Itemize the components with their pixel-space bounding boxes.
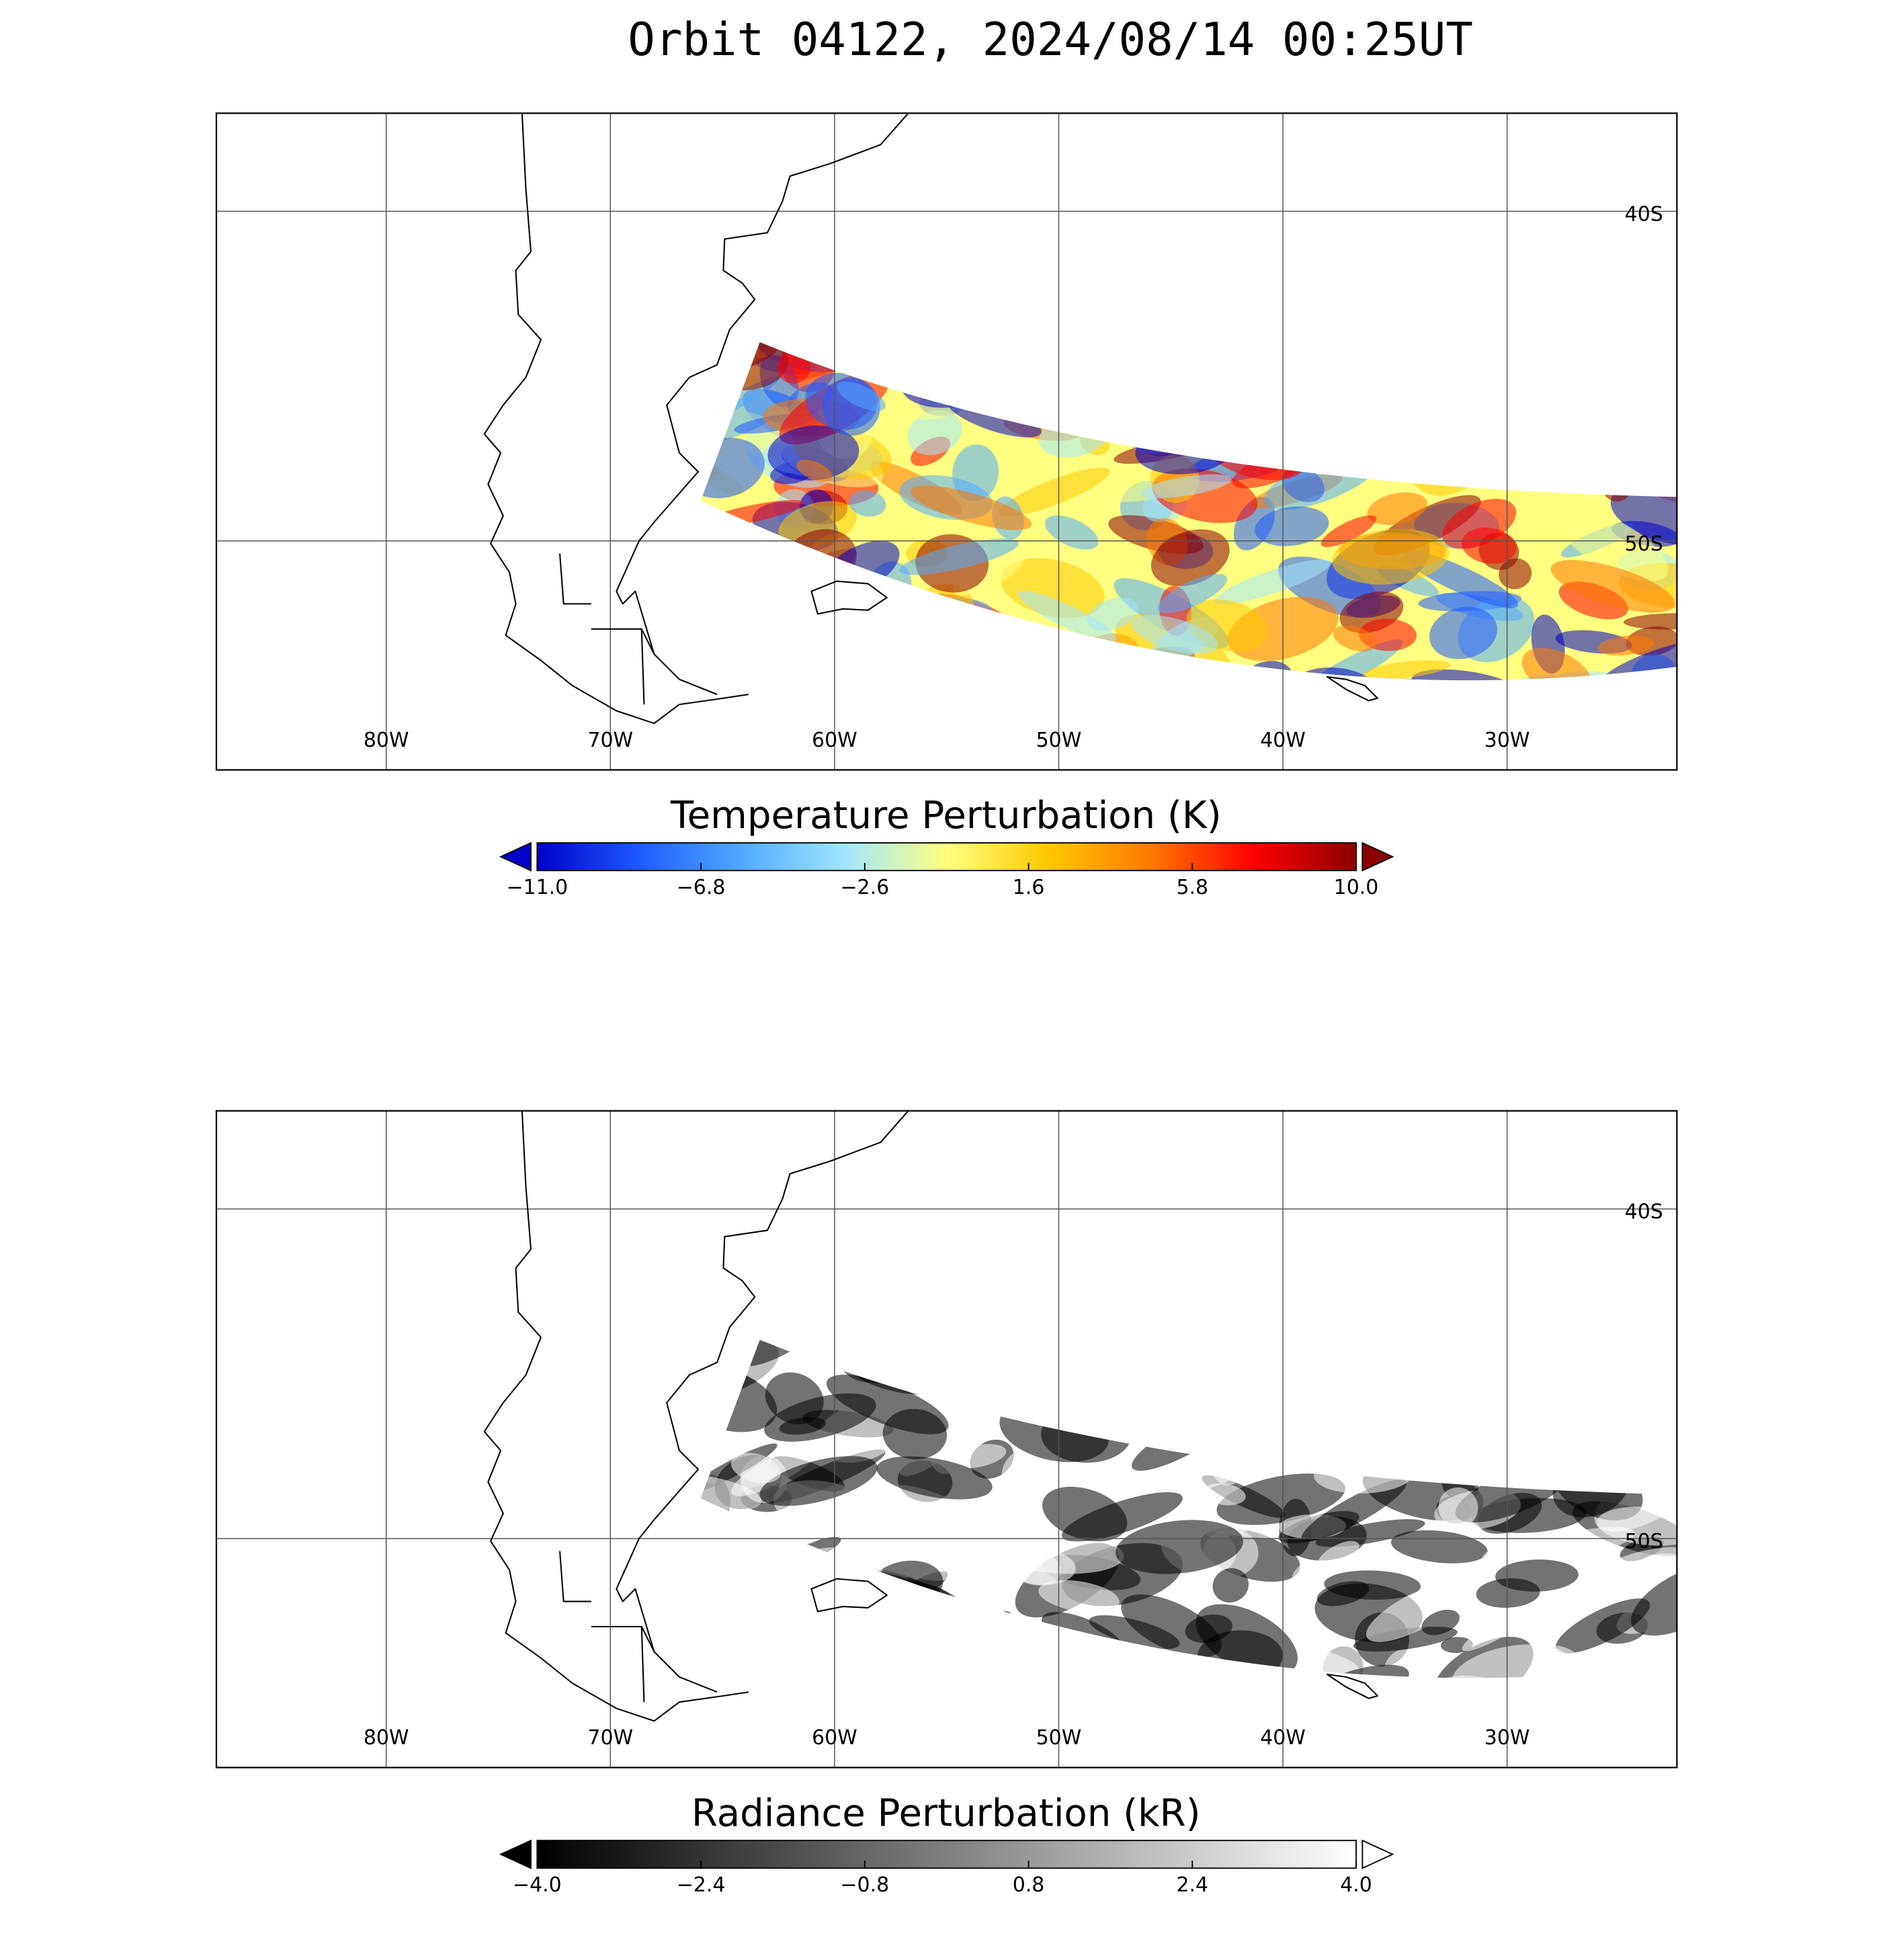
map-panel: 80W 70W 60W 50W 40W 30W 40S 50S Temperature Pert… [215,112,1678,899]
colorbar-extend-high [1361,1839,1394,1869]
lon-label: 30W [1484,729,1530,752]
colorbar-title: Temperature Perturbation (K) [670,794,1222,838]
figure-title: Orbit 04122, 2024/08/14 00:25UT [628,13,1473,66]
lon-label: 80W [364,729,409,752]
lon-label: 40W [1260,729,1306,752]
lon-label: 70W [587,1726,633,1750]
colorbar-tick-label: 0.8 [1013,1873,1045,1897]
colorbar-title: Radiance Perturbation (kR) [691,1791,1201,1835]
map-frame [215,112,1678,771]
lon-label: 60W [812,729,857,752]
lon-label: 70W [587,729,633,752]
lat-label: 50S [1625,1530,1663,1553]
colorbar-extend-low [499,842,532,872]
coastline [483,1110,1378,1722]
colorbar-tick-label: 2.4 [1176,1873,1208,1897]
colorbar [536,1840,1357,1869]
lat-label: 40S [1625,203,1663,227]
colorbar-tick-label: −6.8 [677,876,726,899]
colorbar-tick-label: 10.0 [1334,876,1379,899]
colorbar-tick-label: −4.0 [513,1873,562,1897]
swath [700,1340,1677,1678]
lon-label: 50W [1036,729,1082,752]
colorbar-tick-label: 4.0 [1340,1873,1372,1897]
map-panel: 80W 70W 60W 50W 40W 30W 40S 50S Radiance Perturb… [215,1110,1678,1897]
lat-label: 50S [1625,532,1663,556]
colorbar-tick-label: 5.8 [1176,876,1208,899]
colorbar-tick-label: 1.6 [1013,876,1045,899]
coastline [483,113,1378,725]
colorbar-tick-label: −2.4 [677,1873,726,1897]
colorbar-tick-label: −2.6 [840,876,889,899]
swath [700,342,1677,681]
colorbar-extend-low [499,1839,532,1869]
lat-label: 40S [1625,1200,1663,1224]
lon-label: 50W [1036,1726,1082,1750]
lon-label: 80W [364,1726,409,1750]
colorbar [536,842,1357,872]
colorbar-tick-label: −11.0 [506,876,568,899]
colorbar-tick-label: −0.8 [840,1873,889,1897]
map-frame [215,1110,1678,1768]
lon-label: 30W [1484,1726,1530,1750]
lon-label: 60W [812,1726,857,1750]
lon-label: 40W [1260,1726,1306,1750]
colorbar-extend-high [1361,842,1394,872]
